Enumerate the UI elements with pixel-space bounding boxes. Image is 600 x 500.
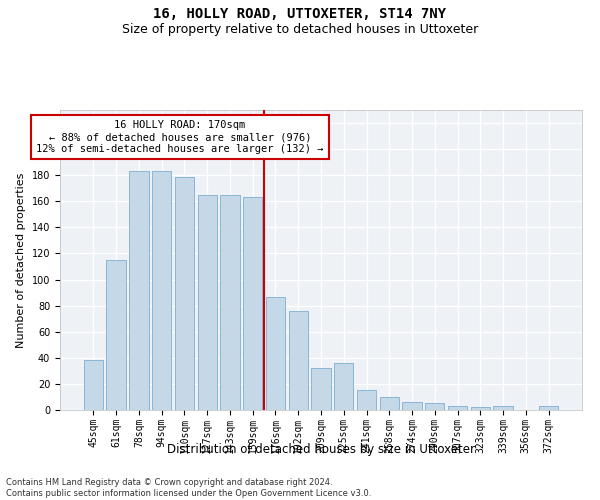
Text: 16, HOLLY ROAD, UTTOXETER, ST14 7NY: 16, HOLLY ROAD, UTTOXETER, ST14 7NY bbox=[154, 8, 446, 22]
Bar bbox=[289, 311, 308, 410]
Bar bbox=[197, 195, 217, 410]
Bar bbox=[425, 404, 445, 410]
Text: Contains HM Land Registry data © Crown copyright and database right 2024.
Contai: Contains HM Land Registry data © Crown c… bbox=[6, 478, 371, 498]
Bar bbox=[266, 296, 285, 410]
Text: Distribution of detached houses by size in Uttoxeter: Distribution of detached houses by size … bbox=[167, 442, 475, 456]
Bar bbox=[380, 397, 399, 410]
Bar bbox=[311, 368, 331, 410]
Bar bbox=[493, 406, 513, 410]
Bar bbox=[220, 195, 239, 410]
Bar bbox=[357, 390, 376, 410]
Bar bbox=[129, 172, 149, 410]
Bar bbox=[243, 198, 262, 410]
Bar bbox=[334, 363, 353, 410]
Text: Size of property relative to detached houses in Uttoxeter: Size of property relative to detached ho… bbox=[122, 22, 478, 36]
Y-axis label: Number of detached properties: Number of detached properties bbox=[16, 172, 26, 348]
Bar bbox=[152, 172, 172, 410]
Bar bbox=[175, 176, 194, 410]
Bar bbox=[403, 402, 422, 410]
Bar bbox=[84, 360, 103, 410]
Bar bbox=[106, 260, 126, 410]
Bar bbox=[539, 406, 558, 410]
Bar bbox=[448, 406, 467, 410]
Bar bbox=[470, 408, 490, 410]
Text: 16 HOLLY ROAD: 170sqm
← 88% of detached houses are smaller (976)
12% of semi-det: 16 HOLLY ROAD: 170sqm ← 88% of detached … bbox=[36, 120, 323, 154]
